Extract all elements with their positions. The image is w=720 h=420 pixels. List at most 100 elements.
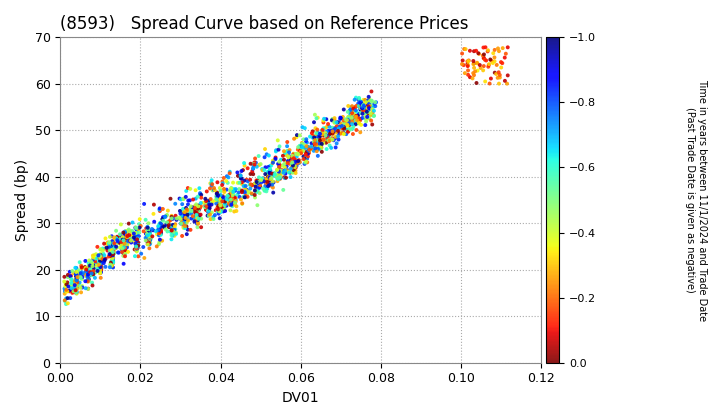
Point [329,119,341,126]
Point [109,245,121,252]
Point [97,245,109,252]
Point [158,223,170,230]
Point [223,198,235,205]
Point [167,232,179,239]
Point [112,237,123,244]
Point [348,118,360,125]
Point [63,283,74,290]
Point [84,268,96,275]
Point [120,229,131,236]
Point [158,217,169,224]
Point [331,126,343,133]
Point [348,123,359,130]
Point [142,236,153,243]
Point [287,156,299,163]
Point [179,215,191,222]
Point [250,183,261,190]
Point [107,255,119,262]
Point [60,295,72,302]
Point [366,109,378,116]
Point [499,54,510,61]
Point [107,244,119,250]
Point [192,205,204,212]
Point [205,180,217,187]
Point [86,268,98,275]
Point [469,68,481,75]
Point [220,178,232,184]
Point [76,284,88,291]
Point [179,215,191,222]
Point [122,238,134,245]
Point [293,157,305,163]
Point [464,47,476,54]
Point [211,196,222,202]
Point [119,228,130,235]
Point [131,245,143,252]
Point [71,286,82,293]
Point [117,247,129,253]
Point [205,216,217,223]
Point [354,119,365,126]
Point [214,185,225,192]
Point [132,242,143,249]
Point [117,245,128,252]
Point [230,207,242,214]
Point [165,222,176,229]
Point [117,249,128,255]
Point [467,70,479,76]
Point [83,273,94,279]
Point [127,219,138,226]
Point [359,115,371,122]
Point [225,197,237,204]
Point [178,213,189,219]
Point [251,189,263,195]
Point [266,175,277,181]
Point [286,161,297,168]
Point [353,96,364,103]
Point [309,140,320,147]
Point [203,197,215,204]
Point [266,170,278,177]
Point [312,145,324,152]
Point [360,106,372,113]
Point [334,123,346,130]
Point [315,131,326,138]
Point [73,282,85,289]
Point [280,167,292,174]
Point [106,253,117,260]
Point [143,233,154,239]
Point [143,228,154,235]
Point [186,215,197,222]
Point [143,231,154,237]
Point [269,156,281,163]
Point [63,283,75,289]
Point [299,155,310,162]
Point [237,167,248,173]
Point [358,102,369,108]
Point [239,184,251,191]
Point [131,238,143,245]
Point [304,147,315,154]
Point [273,168,284,175]
Point [119,243,130,250]
Point [350,114,361,121]
Point [108,245,120,252]
Point [482,48,493,55]
Point [225,191,236,198]
Point [475,65,487,71]
Point [220,207,231,214]
Point [292,144,304,150]
Point [76,274,88,281]
Point [230,197,241,203]
Point [153,230,165,236]
Point [179,219,191,226]
Point [366,105,378,111]
Point [263,174,274,181]
Point [95,258,107,265]
Point [326,117,338,123]
Point [192,213,204,219]
Point [124,236,135,242]
Point [213,198,225,205]
Point [192,217,203,224]
Point [83,276,94,283]
